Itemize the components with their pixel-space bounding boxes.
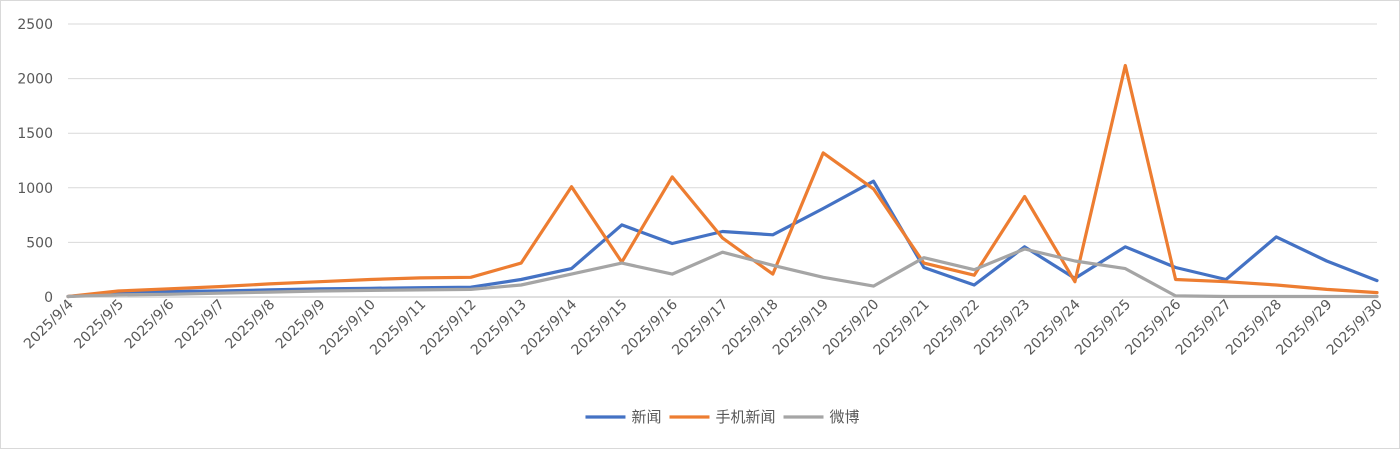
y-tick-label: 500 [26,235,53,251]
x-axis-tick-labels: 2025/9/42025/9/52025/9/62025/9/72025/9/8… [21,296,1386,358]
legend-item: 微博 [783,408,860,426]
y-axis-tick-labels: 0 500 1000 1500 2000 2500 [17,17,53,306]
legend: 新闻 手机新闻 微博 [585,408,860,426]
legend-label: 微博 [830,408,860,426]
legend-label: 新闻 [631,408,661,426]
series-line-1 [66,63,1379,299]
series-lines [66,63,1379,299]
y-tick-label: 1000 [17,181,53,197]
legend-item: 新闻 [585,408,661,426]
gridlines [68,23,1377,243]
y-tick-label: 0 [44,290,53,306]
legend-label: 手机新闻 [715,408,775,426]
y-tick-label: 2000 [17,72,53,88]
legend-item: 手机新闻 [669,408,776,426]
y-tick-label: 2500 [17,17,53,33]
x-tick-label: 2025/9/5 [71,297,127,353]
x-tick-label: 2025/9/7 [172,297,228,353]
series-line-0 [66,179,1379,299]
series-line-2 [66,247,1379,299]
x-tick-label: 2025/9/6 [122,296,178,352]
x-tick-label: 2025/9/8 [222,297,278,353]
y-tick-label: 1500 [17,126,53,142]
